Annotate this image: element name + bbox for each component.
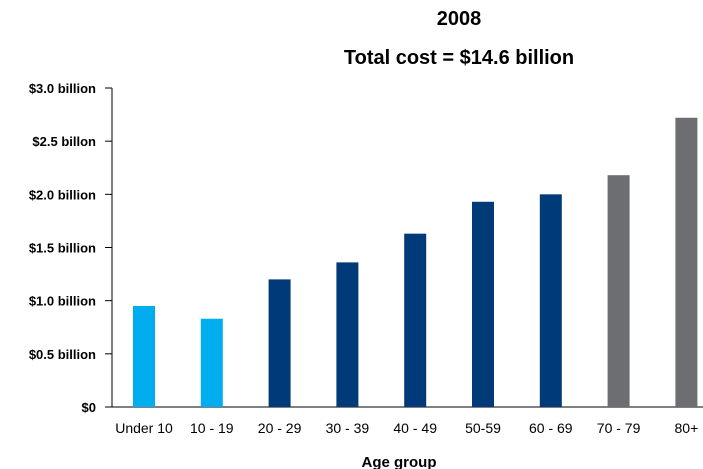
- y-tick-label: $0: [82, 400, 96, 415]
- y-tick-label: $3.0 billion: [29, 81, 96, 96]
- y-tick-label: $1.5 billion: [29, 241, 96, 256]
- y-axis-ticks: $0 $0.5 billion $1.0 billion $1.5 billion $2…: [29, 81, 112, 415]
- x-axis-title: Age group: [362, 454, 437, 469]
- x-tick-label: 50-59: [465, 420, 501, 436]
- bar: [268, 279, 291, 407]
- bar: [675, 117, 698, 408]
- y-tick-label: $0.5 billion: [29, 347, 96, 362]
- x-tick-label: 20 - 29: [258, 420, 302, 436]
- bar: [539, 194, 562, 407]
- x-tick-label: 30 - 39: [326, 420, 370, 436]
- y-tick-label: $1.0 billion: [29, 294, 96, 309]
- y-tick-label: $2.0 billion: [29, 187, 96, 202]
- x-tick-label: 60 - 69: [529, 420, 573, 436]
- y-tick-label: $2.5 billon: [32, 134, 96, 149]
- x-axis-ticks: Under 10 10 - 19 20 - 29 30 - 39 40 - 49 50-5…: [115, 420, 698, 436]
- x-tick-label: 40 - 49: [393, 420, 437, 436]
- bar: [200, 318, 223, 407]
- bar: [404, 233, 427, 407]
- x-tick-label: 80+: [675, 420, 699, 436]
- bar: [607, 175, 630, 407]
- chart-title-year: 2008: [436, 8, 482, 30]
- bars-layer: [133, 117, 698, 408]
- x-tick-label: Under 10: [115, 420, 173, 436]
- x-tick-label: 70 - 79: [597, 420, 641, 436]
- bar: [472, 201, 494, 407]
- chart-title-total-cost: Total cost = $14.6 billion: [343, 47, 575, 69]
- bar: [133, 305, 155, 407]
- bar: [336, 262, 359, 407]
- x-tick-label: 10 - 19: [190, 420, 234, 436]
